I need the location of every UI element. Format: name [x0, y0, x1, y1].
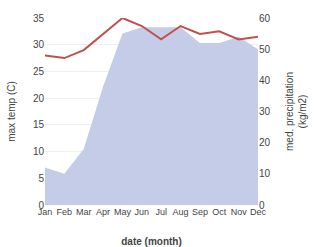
- svg-text:15: 15: [33, 119, 45, 130]
- svg-text:35: 35: [33, 13, 45, 24]
- svg-text:Mar: Mar: [76, 207, 92, 217]
- svg-text:max temp (C): max temp (C): [6, 81, 17, 142]
- svg-text:25: 25: [33, 66, 45, 77]
- svg-text:Apr: Apr: [96, 207, 110, 217]
- svg-text:Jul: Jul: [155, 207, 167, 217]
- svg-text:20: 20: [33, 93, 45, 104]
- svg-text:60: 60: [259, 13, 271, 24]
- svg-text:20: 20: [259, 137, 271, 148]
- svg-text:0: 0: [259, 200, 265, 211]
- svg-text:5: 5: [38, 173, 44, 184]
- svg-text:Nov: Nov: [231, 207, 248, 217]
- svg-text:30: 30: [33, 39, 45, 50]
- svg-text:10: 10: [33, 146, 45, 157]
- svg-text:0: 0: [38, 200, 44, 211]
- svg-text:Sep: Sep: [192, 207, 208, 217]
- svg-text:date (month): date (month): [121, 236, 182, 247]
- svg-text:Jun: Jun: [135, 207, 150, 217]
- svg-text:Feb: Feb: [57, 207, 73, 217]
- svg-text:40: 40: [259, 75, 271, 86]
- svg-text:50: 50: [259, 44, 271, 55]
- svg-text:med. precipitation(kg/m2): med. precipitation(kg/m2): [284, 72, 308, 151]
- svg-text:30: 30: [259, 106, 271, 117]
- svg-text:10: 10: [259, 168, 271, 179]
- svg-text:Aug: Aug: [173, 207, 189, 217]
- svg-text:Dec: Dec: [250, 207, 267, 217]
- svg-text:Jan: Jan: [38, 207, 53, 217]
- svg-text:May: May: [114, 207, 132, 217]
- svg-text:Oct: Oct: [212, 207, 227, 217]
